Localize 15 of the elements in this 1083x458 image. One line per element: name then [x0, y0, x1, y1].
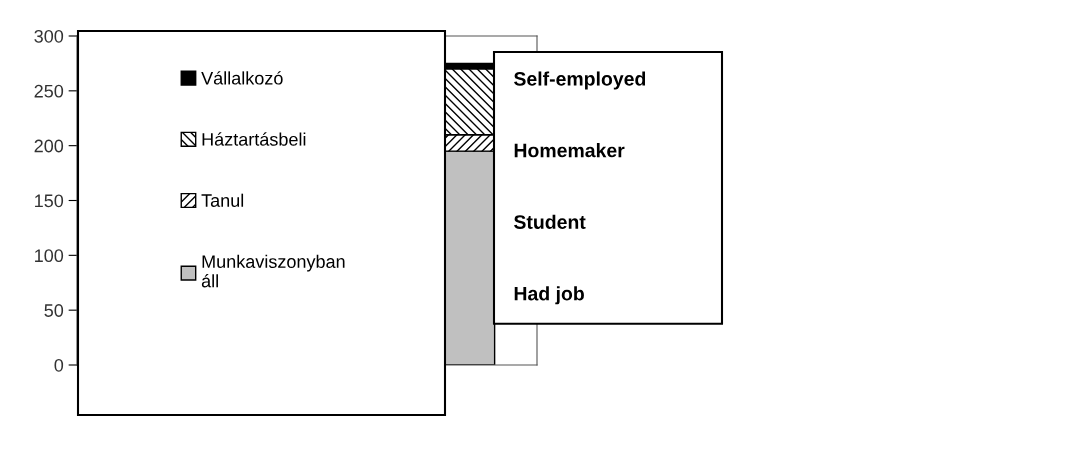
- y-tick-label: 250: [34, 84, 64, 98]
- y-tick-label: 300: [34, 29, 64, 43]
- legend-label: Tanul: [201, 193, 244, 207]
- annotation: Had job: [514, 286, 584, 305]
- y-tick-label: 0: [54, 358, 64, 372]
- legend-label: Háztartásbeli: [202, 132, 306, 146]
- y-tick-label: 100: [35, 249, 64, 263]
- annotation: Student: [514, 214, 586, 229]
- legend-label: Munkaviszonyban áll: [201, 254, 345, 288]
- y-tick-label: 50: [44, 304, 64, 317]
- y-tick-label: 200: [34, 139, 64, 153]
- annotation: Homemaker: [514, 143, 625, 158]
- y-tick-label: 150: [35, 194, 64, 208]
- legend-label: Vállalkozó: [201, 71, 283, 85]
- annotation: Self-employed: [514, 71, 646, 90]
